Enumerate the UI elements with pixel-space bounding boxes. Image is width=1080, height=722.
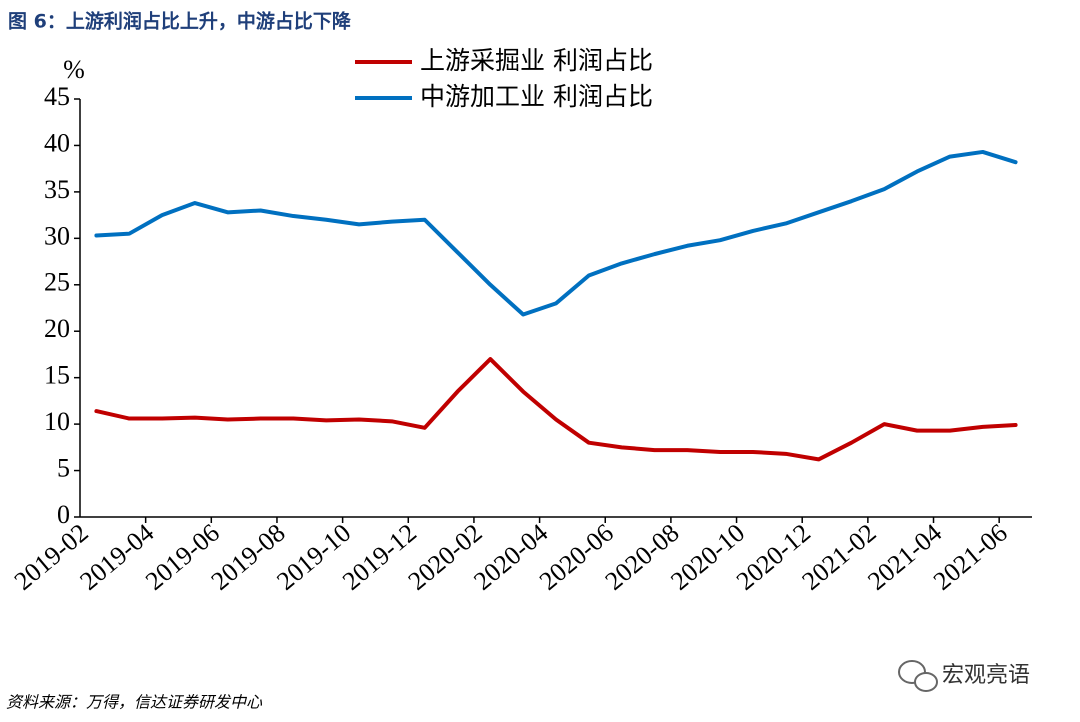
legend-label: 上游采掘业 利润占比 [420,46,653,75]
y-tick-label: 45 [44,82,70,111]
x-tick-label: 2019-08 [206,518,291,596]
y-tick-label: 5 [57,454,70,483]
y-tick-label: 20 [44,314,70,343]
y-tick-label: 25 [44,268,70,297]
x-tick-label: 2020-12 [731,518,816,596]
x-tick-label: 2019-12 [337,518,422,596]
x-tick-label: 2020-06 [534,518,619,596]
x-tick-label: 2019-10 [271,518,356,596]
x-tick-label: 2020-10 [665,518,750,596]
watermark-icon [898,660,938,692]
watermark: 宏观亮语 [942,663,1030,688]
y-tick-label: 30 [44,221,70,250]
y-tick-label: 0 [57,500,70,529]
x-tick-label: 2019-06 [140,518,225,596]
line-series [94,149,1018,317]
y-axis-label: % [63,55,85,84]
x-tick-label: 2020-04 [468,518,553,596]
x-tick-label: 2019-04 [74,518,159,596]
source: 资料来源：万得，信达证券研发中心 [6,693,263,712]
y-tick-label: 35 [44,175,70,204]
x-tick-label: 2020-08 [600,518,685,596]
y-tick-label: 10 [44,407,70,436]
x-tick-label: 2021-04 [862,518,947,596]
chart-title: 图 6：上游利润占比上升，中游占比下降 [8,10,352,33]
x-tick-label: 2020-02 [403,518,488,596]
x-tick-label: 2019-02 [9,518,94,596]
legend-label: 中游加工业 利润占比 [420,82,653,111]
x-tick-label: 2021-02 [797,518,882,596]
x-tick-label: 2021-06 [928,518,1013,596]
y-tick-label: 15 [44,361,70,390]
line-series [94,357,1018,462]
y-tick-label: 40 [44,128,70,157]
